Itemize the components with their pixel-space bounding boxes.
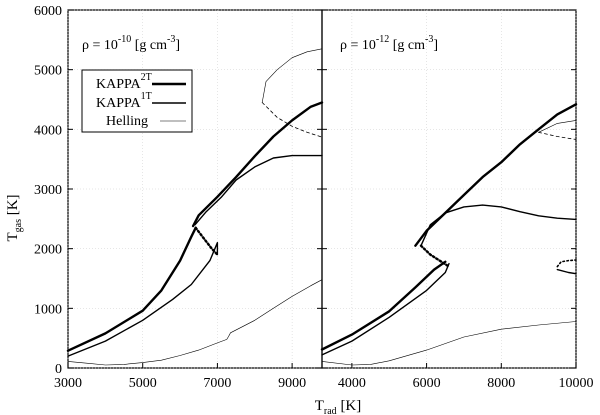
series-kappa-1t-6 [556,259,577,268]
right-panel: 4000 6000 8000 10000 ρ = 10-12 [g cm-3] [320,9,594,391]
left-panel: 3000 5000 7000 9000 0 1000 2000 3000 4000 5000 600… [34,4,324,391]
series-helling-8 [538,120,577,133]
left-series [66,48,324,366]
series-kappa-1t-4 [194,154,323,226]
x-tick-label: 4000 [338,376,366,391]
legend: KAPPA2T KAPPA1T Helling [81,69,193,133]
x-tick-label: 3000 [54,376,82,391]
series-kappa-1t-5 [556,268,577,275]
y-tick-label: 2000 [34,243,62,258]
x-tick-label: 6000 [413,376,441,391]
y-tick-label: 6000 [34,4,62,19]
series-helling-7 [321,321,577,366]
series-kappa-2t-1 [419,244,451,268]
y-tick-label: 5000 [34,64,62,79]
series-kappa-2t-0 [320,260,447,351]
legend-label-kappa-2t: KAPPA2T [96,72,152,92]
series-helling-5 [67,279,323,366]
right-series [320,103,578,366]
legend-label-helling: Helling [106,114,148,129]
y-tick-label: 1000 [34,302,62,317]
left-density-annotation: ρ = 10-10 [g cm-3] [82,34,180,53]
y-tick-label: 4000 [34,123,62,138]
x-tick-label: 8000 [487,376,515,391]
right-grid [322,9,577,369]
x-tick-label: 5000 [129,376,157,391]
x-axis-label: Trad [K] [315,398,362,415]
series-helling-7 [261,102,323,138]
right-density-annotation: ρ = 10-12 [g cm-3] [340,34,438,53]
series-helling-6 [261,48,323,103]
series-kappa-1t-3 [321,262,450,356]
series-kappa-1t-4 [420,204,577,247]
series-kappa-2t-2 [414,103,578,247]
y-axis-label: Tgas [K] [5,194,24,241]
series-kappa-2t-2 [191,101,324,228]
left-ticks: 3000 5000 7000 9000 0 1000 2000 3000 4000 5000 600… [34,4,322,391]
y-tick-label: 3000 [34,183,62,198]
x-tick-label: 7000 [203,376,231,391]
series-kappa-2t-1 [194,226,219,256]
legend-box [81,69,193,133]
right-ticks: 4000 6000 8000 10000 [322,9,594,391]
left-grid [67,9,322,369]
series-kappa-2t-0 [66,226,197,352]
y-tick-label: 0 [55,362,62,377]
legend-label-kappa-1t: KAPPA1T [96,91,152,111]
x-tick-label: 10000 [559,376,594,391]
series-kappa-1t-3 [67,241,219,357]
series-helling-9 [538,131,577,140]
x-tick-label: 9000 [278,376,306,391]
